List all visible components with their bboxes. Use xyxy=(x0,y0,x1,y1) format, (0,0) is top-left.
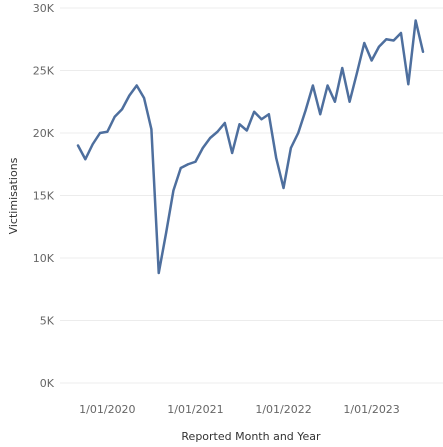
data-point xyxy=(194,160,197,163)
data-point xyxy=(135,84,138,87)
data-point xyxy=(289,147,292,149)
data-point xyxy=(179,167,182,169)
data-point xyxy=(348,100,351,103)
y-tick-label: 25K xyxy=(33,65,55,78)
data-point xyxy=(311,84,314,87)
y-axis-ticks: 0K 5K 10K 15K 20K 25K 30K xyxy=(33,2,55,390)
data-point xyxy=(157,272,160,274)
data-point xyxy=(385,38,388,41)
y-tick-label: 15K xyxy=(33,190,55,203)
data-point xyxy=(363,42,366,44)
data-point xyxy=(113,115,116,118)
data-point xyxy=(253,110,256,113)
x-tick-label: 1/01/2021 xyxy=(167,403,223,416)
data-point xyxy=(355,72,358,74)
data-point xyxy=(91,143,94,146)
data-point xyxy=(414,19,417,22)
y-tick-label: 5K xyxy=(40,315,55,328)
series-line xyxy=(76,19,425,275)
x-axis-title: Reported Month and Year xyxy=(181,430,321,443)
data-point xyxy=(333,100,336,103)
data-point xyxy=(231,152,234,154)
data-point xyxy=(165,232,168,234)
x-axis-ticks: 1/01/2020 1/01/2021 1/01/2022 1/01/2023 xyxy=(79,403,400,416)
data-point xyxy=(370,59,373,62)
data-point xyxy=(245,129,248,132)
data-point xyxy=(377,45,380,48)
data-point xyxy=(341,67,344,69)
data-point xyxy=(304,109,307,112)
data-point xyxy=(319,113,322,116)
data-point xyxy=(150,128,153,131)
data-point xyxy=(399,32,402,34)
data-point xyxy=(297,132,300,134)
y-tick-label: 0K xyxy=(40,377,55,390)
data-point xyxy=(187,163,190,166)
data-point xyxy=(260,118,263,121)
data-point xyxy=(216,130,219,133)
data-point xyxy=(392,39,395,42)
x-tick-label: 1/01/2022 xyxy=(255,403,311,416)
data-point xyxy=(422,50,424,53)
data-point xyxy=(282,187,285,189)
data-point xyxy=(77,144,79,147)
y-tick-label: 10K xyxy=(33,252,55,265)
data-point xyxy=(238,123,241,126)
data-point xyxy=(106,130,109,133)
data-point xyxy=(143,97,146,99)
data-point xyxy=(84,158,87,161)
y-tick-label: 20K xyxy=(33,127,55,140)
data-point xyxy=(326,84,329,87)
data-point xyxy=(128,94,131,97)
series-layer xyxy=(76,19,425,275)
x-tick-label: 1/01/2023 xyxy=(343,403,399,416)
data-point xyxy=(275,157,278,159)
y-axis-title: Victimisations xyxy=(7,157,20,234)
grid-layer xyxy=(60,7,443,384)
data-point xyxy=(121,108,124,111)
y-tick-label: 30K xyxy=(33,2,55,15)
data-point xyxy=(209,137,212,139)
data-point xyxy=(407,83,410,86)
data-point xyxy=(267,113,270,116)
data-point xyxy=(99,132,102,134)
data-point xyxy=(172,189,175,192)
x-tick-label: 1/01/2020 xyxy=(79,403,135,416)
data-point xyxy=(201,147,204,149)
data-point xyxy=(223,122,226,124)
